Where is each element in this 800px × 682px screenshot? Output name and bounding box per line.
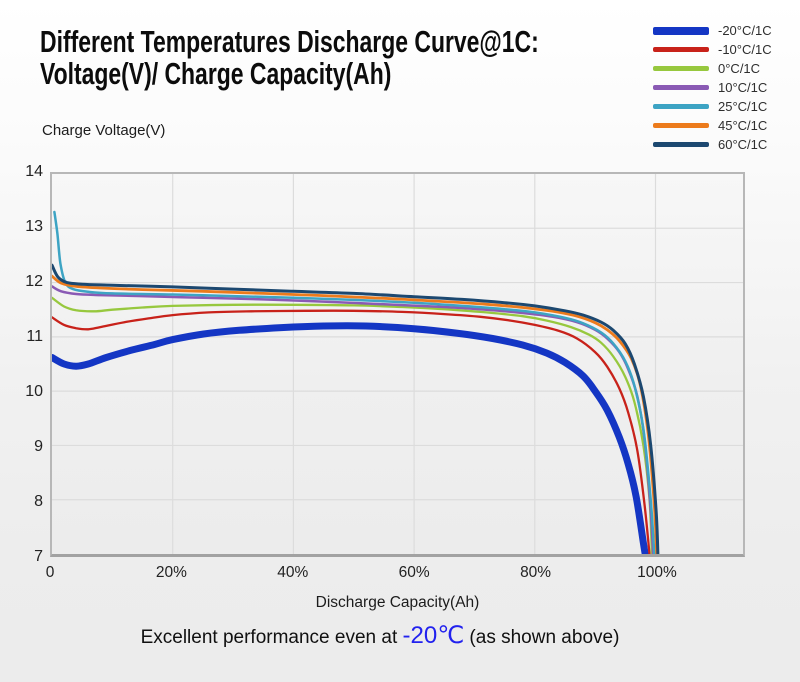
- legend-item-label: 10°C/1C: [718, 80, 768, 95]
- caption: Excellent performance even at -20℃ (as s…: [0, 621, 760, 650]
- legend-color-line: [653, 142, 709, 147]
- y-axis-labels: 14 13 12 11 10 9 8 7: [9, 163, 43, 565]
- legend-item-label: -10°C/1C: [718, 42, 772, 57]
- x-tick-label: 20%: [155, 564, 187, 581]
- legend-item: 45°C/1C: [653, 118, 772, 133]
- series-line--20°C/1C: [52, 322, 649, 554]
- y-tick-label: 9: [34, 438, 43, 455]
- y-tick-label: 14: [25, 163, 43, 180]
- legend-item-label: 60°C/1C: [718, 137, 768, 152]
- y-tick-label: 11: [26, 328, 43, 345]
- y-axis-title: Charge Voltage(V): [42, 122, 166, 139]
- legend-item-label: 25°C/1C: [718, 99, 768, 114]
- x-tick-label: 60%: [398, 564, 430, 581]
- y-tick-label: 10: [25, 383, 43, 400]
- legend-color-line: [653, 47, 709, 52]
- legend: -20°C/1C -10°C/1C 0°C/1C 10°C/1C 25°C/1C 45°C…: [653, 23, 772, 157]
- plot-area: [50, 172, 745, 557]
- legend-color-line: [653, 26, 709, 35]
- legend-item: -10°C/1C: [653, 42, 772, 57]
- legend-item: -20°C/1C: [653, 23, 772, 38]
- legend-item: 60°C/1C: [653, 137, 772, 152]
- caption-highlight: -20℃: [402, 622, 465, 649]
- page-title-line2: Voltage(V)/ Charge Capacity(Ah): [40, 56, 392, 91]
- x-tick-label: 100%: [637, 564, 677, 581]
- y-tick-label: 7: [34, 548, 43, 565]
- series-line-25°C/1C: [53, 210, 656, 554]
- y-tick-label: 8: [34, 493, 43, 510]
- caption-suffix: (as shown above): [464, 627, 620, 648]
- legend-color-line: [653, 104, 709, 109]
- legend-item-label: -20°C/1C: [718, 23, 772, 38]
- legend-item-label: 0°C/1C: [718, 61, 761, 76]
- x-tick-label: 80%: [520, 564, 552, 581]
- legend-color-line: [653, 66, 709, 71]
- legend-color-line: [653, 123, 709, 128]
- x-tick-label: 40%: [277, 564, 309, 581]
- y-tick-label: 12: [25, 273, 43, 290]
- series-line-60°C/1C: [52, 263, 660, 554]
- legend-item: 25°C/1C: [653, 99, 772, 114]
- legend-item: 10°C/1C: [653, 80, 772, 95]
- series-line--10°C/1C: [52, 309, 651, 554]
- caption-prefix: Excellent performance even at: [140, 627, 403, 648]
- legend-item: 0°C/1C: [653, 61, 772, 76]
- x-axis-title: Discharge Capacity(Ah): [315, 594, 480, 611]
- y-tick-label: 13: [25, 218, 43, 235]
- page-title: Different Temperatures Discharge Curve@1…: [40, 26, 539, 90]
- chart: 14 13 12 11 10 9 8 7 0 20% 40% 60% 80% 100%: [25, 163, 745, 581]
- page-title-line1: Different Temperatures Discharge Curve@1…: [40, 24, 539, 59]
- legend-color-line: [653, 85, 709, 90]
- x-tick-label: 0: [45, 564, 55, 581]
- legend-item-label: 45°C/1C: [718, 118, 768, 133]
- x-axis-labels: 0 20% 40% 60% 80% 100%: [46, 564, 745, 584]
- series-line-0°C/1C: [52, 296, 654, 554]
